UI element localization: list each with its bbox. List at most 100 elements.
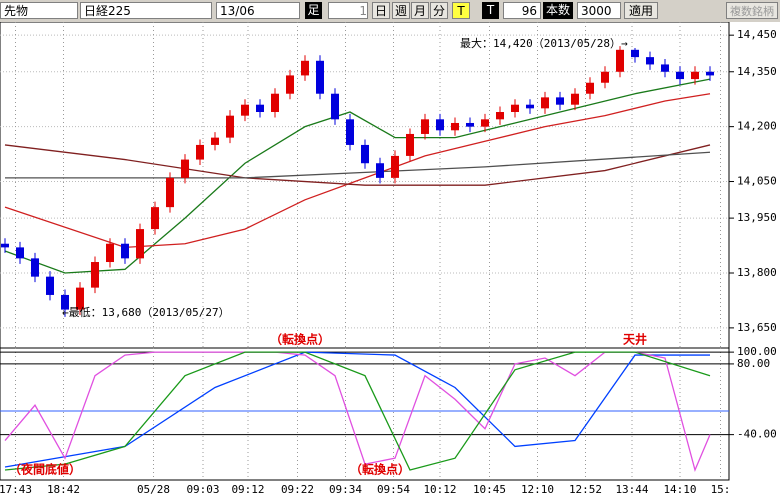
candle-body [481,119,489,127]
candle-body [301,60,309,76]
x-tick-label: 14:10 [663,483,696,496]
symbol-select[interactable]: 日経225 [80,2,212,19]
candle-body [586,82,594,94]
candle-body [616,49,624,72]
candle-body [661,64,669,72]
candle-body [676,71,684,80]
period-input: 1 [328,2,368,19]
indicator-line [4,351,710,468]
chart: 13,650 13,800 13,950 14,050 14,200 14,350 14,4… [0,22,777,496]
candle-body [211,137,219,145]
candle-body [151,207,159,230]
candle-body [466,122,474,127]
x-tick-label: 15: [711,483,731,496]
t-label: T [482,2,499,19]
y-tick-label: 80.00 [737,357,770,370]
candle-body [61,294,69,310]
annotation: （転換点） [350,462,410,477]
x-tick-label: 09:03 [186,483,219,496]
candle-body [436,119,444,131]
y-tick-label: 100.00 [737,345,777,358]
y-tick-label: 14,050 [737,175,777,188]
multi-button: 複数銘柄 [726,2,778,19]
x-tick-label: 09:12 [231,483,264,496]
candle-body [31,258,39,277]
candle-body [496,112,504,120]
candle-body [541,97,549,109]
x-tick-label: 09:54 [377,483,410,496]
x-tick-label: 09:34 [329,483,362,496]
tick-button[interactable]: T [452,2,470,19]
candle-body [511,104,519,113]
candle-body [646,57,654,65]
annotation: （転換点） [270,332,330,347]
y-tick-label: -40.00 [737,428,777,441]
candle-body [406,133,414,156]
candle-body [136,229,144,259]
candle-body [166,177,174,208]
x-tick-label: 13:44 [615,483,648,496]
candle-body [16,247,24,259]
market-select[interactable]: 先物 [0,2,78,19]
candle-body [601,71,609,83]
candle-body [691,71,699,80]
candle-body [91,262,99,288]
annotation: ←最低：13,680（2013/05/27） [62,306,230,319]
annotation: 最大：14,420（2013/05/28）→ [460,36,628,50]
candle-body [556,97,564,105]
candle-body [76,287,84,310]
y-tick-label: 14,200 [737,120,777,133]
candle-body [271,93,279,113]
week-button[interactable]: 週 [392,2,410,19]
oscillator-panel [0,347,730,481]
candle-body [196,144,204,160]
candle-body [361,144,369,164]
candle-body [526,104,534,109]
bars-input[interactable]: 3000 [577,2,621,19]
annotation: 天井 [623,332,647,347]
toolbar: 先物 日経225 13/06 足 1 日 週 月 分 T T 96 本数 300… [0,0,780,22]
x-tick-label: 12:52 [569,483,602,496]
period-label: 足 [305,2,322,19]
month-button[interactable]: 月 [411,2,429,19]
y-tick-label: 14,450 [737,28,777,41]
y-tick-label: 13,650 [737,321,777,334]
candle-body [421,119,429,134]
candle-body [121,243,129,259]
x-tick-label: 09:22 [281,483,314,496]
apply-button[interactable]: 適用 [624,2,658,19]
x-tick-label: 10:45 [473,483,506,496]
x-tick-label: 18:42 [47,483,80,496]
x-tick-label: 17:43 [0,483,32,496]
candle-body [46,276,54,295]
x-tick-label: 10:12 [423,483,456,496]
candle-body [376,163,384,178]
candle-body [391,155,399,178]
annotation: （夜間底値） [9,462,81,477]
candle-body [451,122,459,131]
count-input[interactable]: 96 [503,2,541,19]
candle-body [631,49,639,58]
y-tick-label: 13,950 [737,211,777,224]
candle-body [571,93,579,105]
indicator-line [4,144,711,186]
candle-body [256,104,264,113]
y-tick-label: 13,800 [737,266,777,279]
y-tick-label: 14,350 [737,65,777,78]
minute-button[interactable]: 分 [430,2,448,19]
indicator-line [4,351,711,471]
candle-body [706,71,714,76]
day-button[interactable]: 日 [372,2,390,19]
candle-body [346,119,354,145]
x-tick-label: 12:10 [521,483,554,496]
candle-body [181,159,189,178]
candle-body [106,243,114,263]
contract-select[interactable]: 13/06 [216,2,300,19]
count-label: 本数 [543,2,573,19]
candle-body [286,75,294,94]
candle-body [226,115,234,138]
candle-body [331,93,339,120]
x-tick-label: 05/28 [137,483,170,496]
candle-body [1,243,9,248]
